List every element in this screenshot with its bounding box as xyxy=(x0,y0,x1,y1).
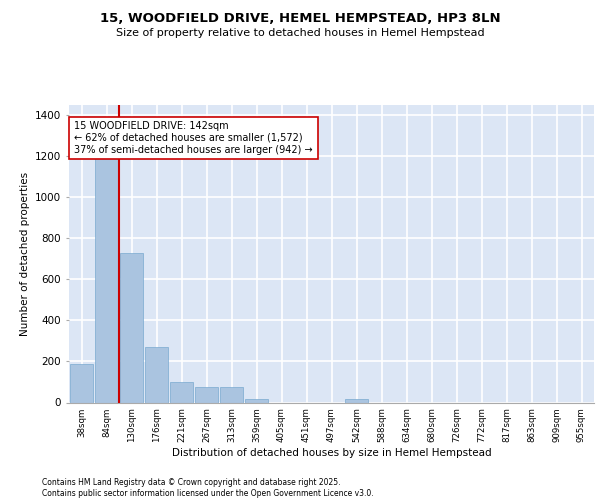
Text: 15, WOODFIELD DRIVE, HEMEL HEMPSTEAD, HP3 8LN: 15, WOODFIELD DRIVE, HEMEL HEMPSTEAD, HP… xyxy=(100,12,500,26)
Text: Contains HM Land Registry data © Crown copyright and database right 2025.
Contai: Contains HM Land Registry data © Crown c… xyxy=(42,478,374,498)
Bar xyxy=(145,347,168,403)
Bar xyxy=(70,364,93,403)
Bar xyxy=(220,387,243,402)
Bar xyxy=(95,158,118,402)
Y-axis label: Number of detached properties: Number of detached properties xyxy=(20,172,29,336)
Text: Size of property relative to detached houses in Hemel Hempstead: Size of property relative to detached ho… xyxy=(116,28,484,38)
Bar xyxy=(345,400,368,402)
Bar xyxy=(195,387,218,402)
Bar xyxy=(245,400,268,402)
X-axis label: Distribution of detached houses by size in Hemel Hempstead: Distribution of detached houses by size … xyxy=(172,448,491,458)
Bar xyxy=(170,382,193,402)
Text: 15 WOODFIELD DRIVE: 142sqm
← 62% of detached houses are smaller (1,572)
37% of s: 15 WOODFIELD DRIVE: 142sqm ← 62% of deta… xyxy=(74,122,313,154)
Bar xyxy=(120,252,143,402)
